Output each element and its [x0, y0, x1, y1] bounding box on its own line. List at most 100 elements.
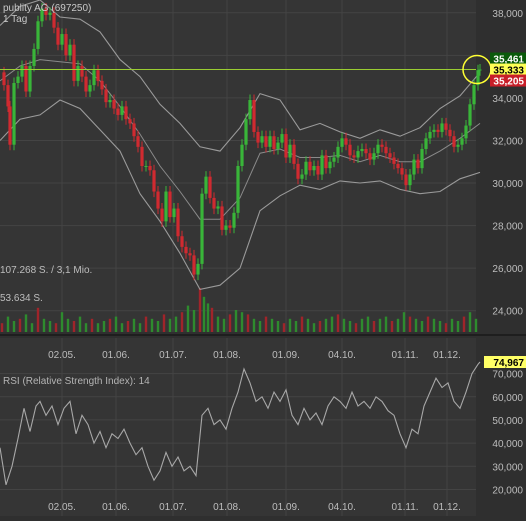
bollinger-lower-line [0, 99, 481, 291]
volume-bar [0, 323, 4, 332]
candle-body [36, 21, 40, 49]
price-y-tick-label: 38,000 [492, 9, 523, 20]
candle-body [412, 159, 416, 175]
volume-bar [426, 316, 430, 332]
candle-body [156, 191, 160, 209]
candle-body [160, 208, 164, 222]
candle-body [428, 131, 432, 139]
volume-bar [450, 318, 454, 332]
rsi-y-tick-label: 60,000 [492, 393, 523, 404]
volume-bar [72, 321, 76, 332]
rsi-y-tick-label: 40,000 [492, 439, 523, 450]
price-label-last: 35,333 [493, 66, 524, 77]
candle-body [328, 161, 332, 169]
candle-body [208, 176, 212, 198]
candle-body [112, 100, 116, 109]
candle-body [448, 129, 452, 137]
volume-bar [6, 316, 10, 332]
volume-bar [162, 314, 166, 332]
candle-body [352, 155, 356, 158]
candle-body [136, 136, 140, 147]
rsi-last-value-label: 74,967 [493, 358, 524, 369]
candle-body [372, 153, 376, 160]
volume-bar [54, 323, 58, 332]
volume-bar [102, 321, 106, 332]
candle-body [260, 136, 264, 143]
candle-body [116, 108, 120, 115]
candle-body [444, 123, 448, 130]
candle-body [268, 136, 272, 147]
volume-mid-label: 53.634 S. [0, 293, 43, 304]
candle-body [60, 34, 64, 45]
candle-body [40, 8, 44, 22]
candle-body [452, 136, 456, 147]
volume-bar [438, 321, 442, 332]
candle-body [276, 142, 280, 149]
rsi-y-tick-label: 50,000 [492, 416, 523, 427]
chart-subtitle: 1 Tag [3, 14, 27, 25]
volume-bar [306, 318, 310, 332]
candle-body [2, 72, 6, 86]
rsi-line [0, 361, 481, 485]
volume-bar [276, 321, 280, 332]
price-y-tick-label: 24,000 [492, 307, 523, 318]
bollinger-middle-line [0, 59, 481, 220]
volume-bar [234, 310, 238, 332]
candle-body [172, 208, 176, 218]
volume-bar [282, 323, 286, 332]
candle-body [408, 174, 412, 186]
price-y-tick-label: 32,000 [492, 136, 523, 147]
volume-bar [36, 307, 40, 332]
price-y-tick-label: 28,000 [492, 222, 523, 233]
volume-bar [192, 310, 196, 332]
rsi-x-tick-label: 01.07. [159, 502, 187, 513]
volume-bar [420, 321, 424, 332]
volume-bar [132, 318, 136, 332]
candle-body [472, 85, 476, 105]
candle-body [456, 144, 460, 147]
rsi-x-tick-label: 04.10. [328, 502, 356, 513]
volume-bar [474, 318, 478, 332]
volume-bar [144, 316, 148, 332]
volume-bar [96, 323, 100, 332]
volume-bar [24, 314, 28, 332]
volume-bar [408, 316, 412, 332]
candle-body [32, 48, 36, 66]
volume-bar [366, 316, 370, 332]
candle-body [264, 136, 268, 147]
volume-bar [180, 312, 184, 332]
volume-bar [252, 318, 256, 332]
candle-body [400, 168, 404, 175]
rsi-y-tick-label: 20,000 [492, 485, 523, 496]
candle-body [64, 34, 68, 56]
candle-body [144, 166, 148, 167]
candle-body [364, 148, 368, 154]
volume-bar [60, 312, 64, 332]
candle-body [288, 144, 292, 158]
candle-body [180, 236, 184, 247]
candle-body [92, 70, 96, 86]
candle-body [464, 125, 468, 139]
candle-body [168, 191, 172, 218]
candle-body [252, 100, 256, 132]
candle-body [476, 70, 480, 86]
volume-bar [126, 321, 130, 332]
candle-body [120, 106, 124, 115]
volume-bar [288, 318, 292, 332]
rsi-x-tick-label: 01.06. [102, 502, 130, 513]
volume-max-label: 107.268 S. / 3,1 Mio. [0, 265, 92, 276]
candle-body [420, 148, 424, 169]
candle-body [432, 129, 436, 132]
rsi-x-tick-label: 01.11. [391, 502, 418, 513]
candle-body [84, 76, 88, 92]
volume-bar [90, 318, 94, 332]
price-y-tick-label: 34,000 [492, 94, 523, 105]
price-label-high-box [490, 52, 526, 65]
volume-bar [150, 318, 154, 332]
volume-bar [264, 316, 268, 332]
volume-bar [468, 312, 472, 332]
volume-bar [324, 318, 328, 332]
volume-bar [348, 321, 352, 332]
candle-body [28, 65, 32, 92]
bollinger-upper-line [0, 0, 481, 152]
